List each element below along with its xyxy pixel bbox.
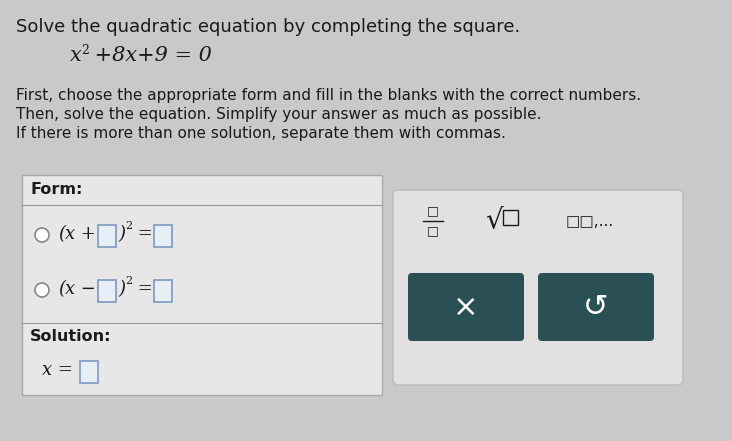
Text: □□,...: □□,...	[566, 213, 614, 228]
FancyBboxPatch shape	[154, 225, 172, 247]
Text: First, choose the appropriate form and fill in the blanks with the correct numbe: First, choose the appropriate form and f…	[16, 88, 641, 103]
Text: =: =	[132, 280, 159, 298]
Text: (: (	[58, 280, 65, 298]
Text: +: +	[75, 225, 102, 243]
Text: =: =	[132, 225, 159, 243]
FancyBboxPatch shape	[22, 175, 382, 395]
Text: x: x	[65, 280, 75, 298]
FancyBboxPatch shape	[98, 225, 116, 247]
Text: ): )	[118, 225, 125, 243]
Text: ↺: ↺	[583, 292, 609, 321]
Circle shape	[35, 283, 49, 297]
FancyBboxPatch shape	[503, 210, 518, 225]
FancyBboxPatch shape	[393, 190, 683, 385]
Text: Form:: Form:	[30, 182, 83, 197]
FancyBboxPatch shape	[80, 361, 98, 383]
Text: If there is more than one solution, separate them with commas.: If there is more than one solution, sepa…	[16, 126, 506, 141]
Text: □: □	[427, 205, 439, 217]
Text: +8x+9 = 0: +8x+9 = 0	[88, 46, 212, 65]
Circle shape	[35, 228, 49, 242]
Text: x =: x =	[42, 361, 79, 379]
FancyBboxPatch shape	[408, 273, 524, 341]
Text: −: −	[75, 280, 102, 298]
Text: x: x	[65, 225, 75, 243]
Text: Solve the quadratic equation by completing the square.: Solve the quadratic equation by completi…	[16, 18, 520, 36]
Text: 2: 2	[81, 44, 89, 57]
FancyBboxPatch shape	[154, 280, 172, 302]
Text: x: x	[70, 46, 82, 65]
Text: □: □	[427, 224, 439, 238]
Text: Then, solve the equation. Simplify your answer as much as possible.: Then, solve the equation. Simplify your …	[16, 107, 542, 122]
Text: Solution:: Solution:	[30, 329, 111, 344]
Text: 2: 2	[125, 276, 132, 286]
Text: ): )	[118, 280, 125, 298]
Text: ×: ×	[453, 292, 479, 321]
FancyBboxPatch shape	[538, 273, 654, 341]
Text: √: √	[485, 207, 503, 235]
Text: 2: 2	[125, 221, 132, 231]
Text: (: (	[58, 225, 65, 243]
FancyBboxPatch shape	[98, 280, 116, 302]
